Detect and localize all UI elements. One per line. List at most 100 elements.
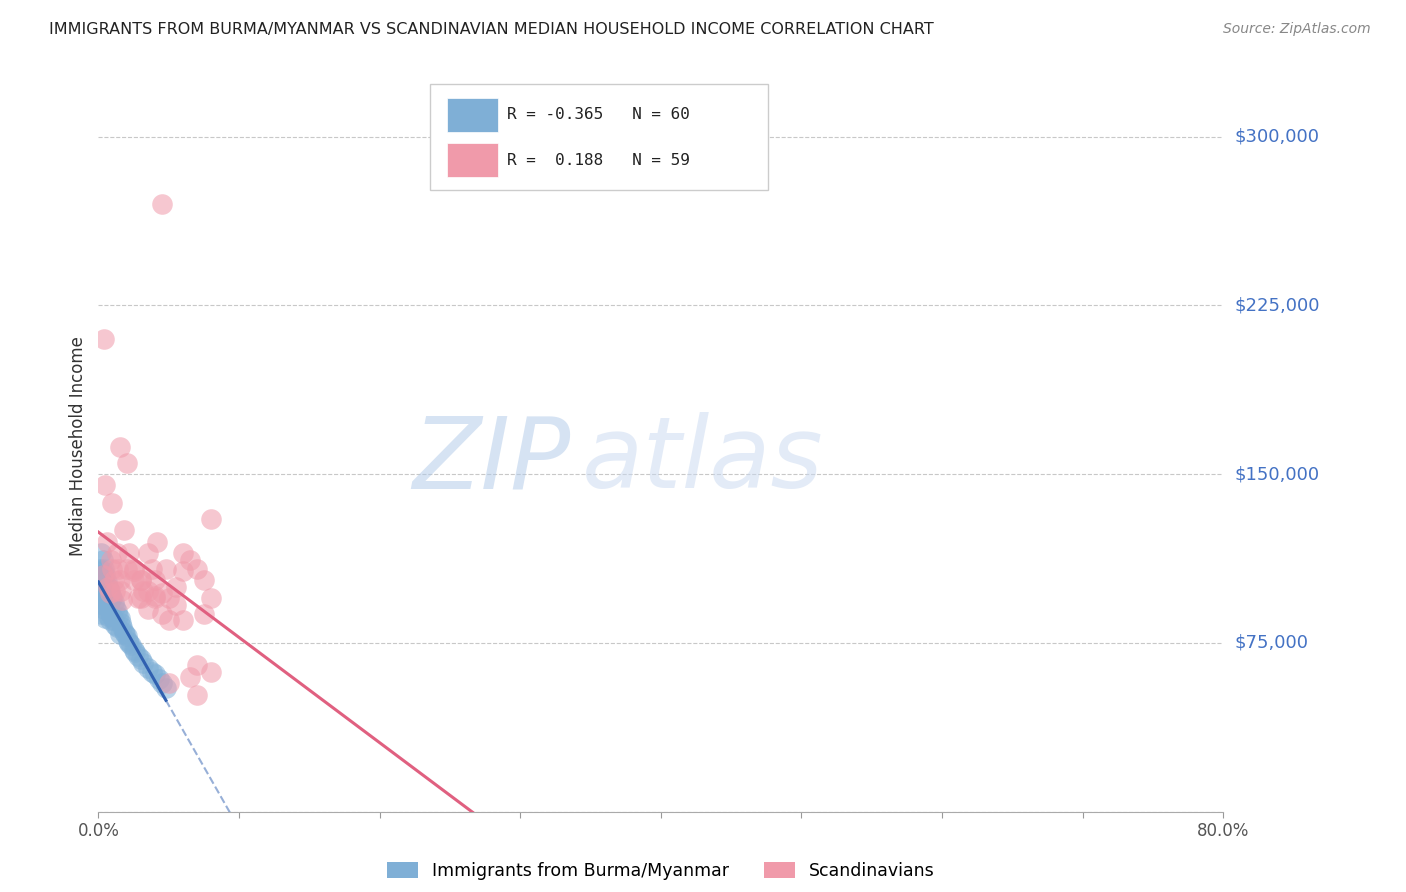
Point xyxy=(91,552,114,566)
Point xyxy=(97,580,120,594)
Point xyxy=(108,627,131,641)
Point xyxy=(193,573,215,587)
Point xyxy=(115,456,138,470)
Point xyxy=(101,608,124,623)
Point xyxy=(90,546,112,560)
Point xyxy=(91,586,114,600)
Point xyxy=(90,568,112,582)
Text: R = -0.365   N = 60: R = -0.365 N = 60 xyxy=(506,107,689,122)
Text: $150,000: $150,000 xyxy=(1234,465,1319,483)
Point xyxy=(108,573,131,587)
Bar xyxy=(447,98,498,132)
Text: ZIP: ZIP xyxy=(412,412,571,509)
Point xyxy=(129,573,152,587)
Point xyxy=(89,562,111,576)
Point xyxy=(141,562,163,576)
Point xyxy=(136,602,159,616)
Point xyxy=(94,611,117,625)
Point xyxy=(150,197,173,211)
Point xyxy=(101,562,124,576)
Point xyxy=(193,607,215,621)
Point xyxy=(157,591,180,605)
Point xyxy=(107,608,129,623)
Point xyxy=(165,598,187,612)
Point xyxy=(91,568,114,582)
Point xyxy=(148,672,170,686)
Point xyxy=(132,584,155,599)
Text: $300,000: $300,000 xyxy=(1234,128,1319,145)
Text: atlas: atlas xyxy=(582,412,824,509)
Point xyxy=(115,629,138,643)
Point xyxy=(94,595,117,609)
Point xyxy=(129,591,152,605)
Point xyxy=(101,496,124,510)
Point xyxy=(103,595,125,609)
Point xyxy=(110,615,132,630)
Point xyxy=(129,573,152,587)
Point xyxy=(110,584,132,599)
Text: $75,000: $75,000 xyxy=(1234,634,1309,652)
Point xyxy=(114,627,136,641)
Point xyxy=(136,661,159,675)
Legend: Immigrants from Burma/Myanmar, Scandinavians: Immigrants from Burma/Myanmar, Scandinav… xyxy=(380,855,942,888)
Point xyxy=(200,591,222,605)
Point xyxy=(118,546,141,560)
Point xyxy=(136,584,159,599)
Point xyxy=(143,573,166,587)
Point xyxy=(93,584,115,599)
Point xyxy=(103,573,125,587)
Point xyxy=(103,614,125,628)
Point xyxy=(143,591,166,605)
Point xyxy=(98,584,121,599)
Point xyxy=(94,580,117,594)
Point xyxy=(93,562,115,576)
Point xyxy=(122,642,145,657)
Point xyxy=(111,620,134,634)
Point xyxy=(117,633,139,648)
Point xyxy=(122,564,145,578)
Point xyxy=(98,614,121,628)
Point xyxy=(118,636,141,650)
Point xyxy=(122,562,145,576)
Point xyxy=(143,589,166,603)
Point xyxy=(143,667,166,681)
Point xyxy=(108,611,131,625)
Point xyxy=(115,562,138,576)
Point xyxy=(91,598,114,612)
Point xyxy=(120,638,142,652)
Point xyxy=(100,552,122,566)
Text: $225,000: $225,000 xyxy=(1234,296,1320,314)
Point xyxy=(124,645,146,659)
Point xyxy=(97,608,120,623)
Point xyxy=(129,651,152,665)
Point xyxy=(136,546,159,560)
Point xyxy=(101,591,124,605)
Point xyxy=(112,624,135,639)
Point xyxy=(127,591,149,605)
Point xyxy=(172,614,194,628)
Point xyxy=(105,604,128,618)
Point xyxy=(186,658,208,673)
Point xyxy=(108,440,131,454)
Point xyxy=(111,593,134,607)
Point xyxy=(89,586,111,600)
FancyBboxPatch shape xyxy=(430,84,768,190)
Point xyxy=(172,546,194,560)
Point xyxy=(105,620,128,634)
Point xyxy=(157,676,180,690)
Point xyxy=(93,573,115,587)
Point xyxy=(104,599,127,614)
Point xyxy=(179,552,201,566)
Point xyxy=(112,524,135,538)
Point xyxy=(146,534,169,549)
Bar xyxy=(447,144,498,178)
Point xyxy=(96,534,118,549)
Point xyxy=(200,665,222,680)
Point xyxy=(104,618,127,632)
Point xyxy=(150,586,173,600)
Point xyxy=(96,584,118,599)
Point xyxy=(90,591,112,605)
Point xyxy=(155,562,177,576)
Point xyxy=(132,656,155,670)
Point xyxy=(127,649,149,664)
